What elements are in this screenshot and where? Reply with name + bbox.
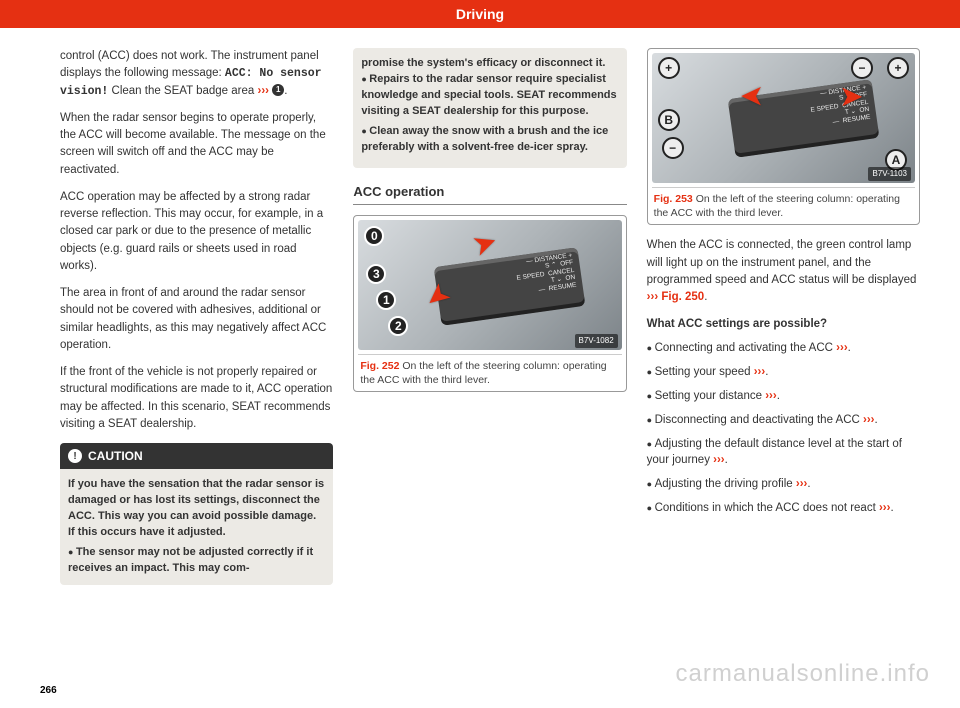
c1-triad-icon: ››› xyxy=(258,85,270,97)
caution-body: If you have the sensation that the radar… xyxy=(60,469,333,585)
setting-item-0: Connecting and activating the ACC ›››. xyxy=(647,340,920,356)
fig252-caption: Fig. 252 On the left of the steering col… xyxy=(358,354,621,387)
fig252-tag: B7V-1082 xyxy=(575,334,618,348)
setting-text-3: Disconnecting and deactivating the ACC ›… xyxy=(655,414,878,426)
fig252-num: Fig. 252 xyxy=(360,360,399,372)
column-2: promise the system's efficacy or disconn… xyxy=(353,48,626,585)
c3-p1a: When the ACC is connected, the green con… xyxy=(647,239,917,286)
c1-p3: ACC operation may be affected by a stron… xyxy=(60,189,333,275)
caution-cont-text: promise the system's efficacy or disconn… xyxy=(361,56,618,72)
setting-text-2: Setting your distance ›››. xyxy=(655,390,780,402)
caution-li2: Repairs to the radar sensor require spec… xyxy=(361,72,618,120)
settings-heading: What ACC settings are possible? xyxy=(647,316,920,333)
c1-p4: The area in front of and around the rada… xyxy=(60,285,333,354)
caution-li1: The sensor may not be adjusted correctly… xyxy=(68,545,325,577)
fig253-num: Fig. 253 xyxy=(654,193,693,205)
figure-252: — DISTANCE + S ⌃ OFF E SPEED CANCEL T ⌄ … xyxy=(353,215,626,392)
fig253-marker-B: B xyxy=(658,109,680,131)
fig253-arrow-right: ➤ xyxy=(841,77,863,116)
c3-figref: Fig. 250 xyxy=(658,291,704,303)
fig253-image: — DISTANCE + S ⌃ OFF E SPEED CANCEL T ⌄ … xyxy=(652,53,915,183)
setting-text-5: Adjusting the driving profile ›››. xyxy=(655,478,811,490)
fig252-marker-3: 3 xyxy=(366,264,386,284)
setting-item-5: Adjusting the driving profile ›››. xyxy=(647,476,920,492)
setting-item-4: Adjusting the default distance level at … xyxy=(647,436,920,468)
setting-text-1: Setting your speed ›››. xyxy=(655,366,769,378)
header-title: Driving xyxy=(456,6,504,22)
setting-item-6: Conditions in which the ACC does not rea… xyxy=(647,500,920,516)
fig253-tag: B7V-1103 xyxy=(868,167,911,181)
setting-item-1: Setting your speed ›››. xyxy=(647,364,920,380)
fig252-marker-0: 0 xyxy=(364,226,384,246)
header-bar: Driving xyxy=(0,0,960,28)
fig252-marker-1: 1 xyxy=(376,290,396,310)
c3-p1: When the ACC is connected, the green con… xyxy=(647,237,920,306)
fig253-plus-tl: + xyxy=(658,57,680,79)
fig252-marker-2: 2 xyxy=(388,316,408,336)
caution-continued: promise the system's efficacy or disconn… xyxy=(353,48,626,168)
fig253-minus-tr: − xyxy=(851,57,873,79)
setting-item-3: Disconnecting and deactivating the ACC ›… xyxy=(647,412,920,428)
c1-p1: control (ACC) does not work. The instrum… xyxy=(60,48,333,100)
setting-text-6: Conditions in which the ACC does not rea… xyxy=(655,502,894,514)
caution-label: CAUTION xyxy=(88,447,143,465)
column-3: — DISTANCE + S ⌃ OFF E SPEED CANCEL T ⌄ … xyxy=(647,48,920,585)
fig252-lever: — DISTANCE + S ⌃ OFF E SPEED CANCEL T ⌄ … xyxy=(434,247,586,325)
caution-body-text: If you have the sensation that the radar… xyxy=(68,477,325,541)
column-1: control (ACC) does not work. The instrum… xyxy=(60,48,333,585)
page-number: 266 xyxy=(40,685,57,696)
c1-p1c: Clean the SEAT badge area xyxy=(108,85,257,97)
caution-li3: Clean away the snow with a brush and the… xyxy=(361,124,618,156)
fig253-minus-bl: − xyxy=(662,137,684,159)
c3-p1end: . xyxy=(704,291,707,303)
settings-list: Connecting and activating the ACC ›››. S… xyxy=(647,340,920,517)
setting-text-4: Adjusting the default distance level at … xyxy=(647,438,902,466)
figure-253: — DISTANCE + S ⌃ OFF E SPEED CANCEL T ⌄ … xyxy=(647,48,920,225)
ref-marker-1: 1 xyxy=(272,84,284,96)
section-heading: ACC operation xyxy=(353,182,626,206)
setting-item-2: Setting your distance ›››. xyxy=(647,388,920,404)
setting-text-0: Connecting and activating the ACC ›››. xyxy=(655,342,851,354)
fig253-plus-tr: + xyxy=(887,57,909,79)
page-content: control (ACC) does not work. The instrum… xyxy=(0,28,960,585)
caution-header: ! CAUTION xyxy=(60,443,333,469)
fig253-arrow-left: ➤ xyxy=(741,77,763,116)
fig252-lever-text: — DISTANCE + S ⌃ OFF E SPEED CANCEL T ⌄ … xyxy=(514,252,577,297)
caution-icon: ! xyxy=(68,449,82,463)
c1-p2: When the radar sensor begins to operate … xyxy=(60,110,333,179)
c1-p5: If the front of the vehicle is not prope… xyxy=(60,364,333,433)
fig252-arrow-up: ➤ xyxy=(468,222,502,266)
c1-p1d: . xyxy=(284,85,287,97)
watermark: carmanualsonline.info xyxy=(676,660,930,688)
fig253-caption: Fig. 253 On the left of the steering col… xyxy=(652,187,915,220)
fig252-image: — DISTANCE + S ⌃ OFF E SPEED CANCEL T ⌄ … xyxy=(358,220,621,350)
c3-triad-icon: ››› xyxy=(647,291,659,303)
